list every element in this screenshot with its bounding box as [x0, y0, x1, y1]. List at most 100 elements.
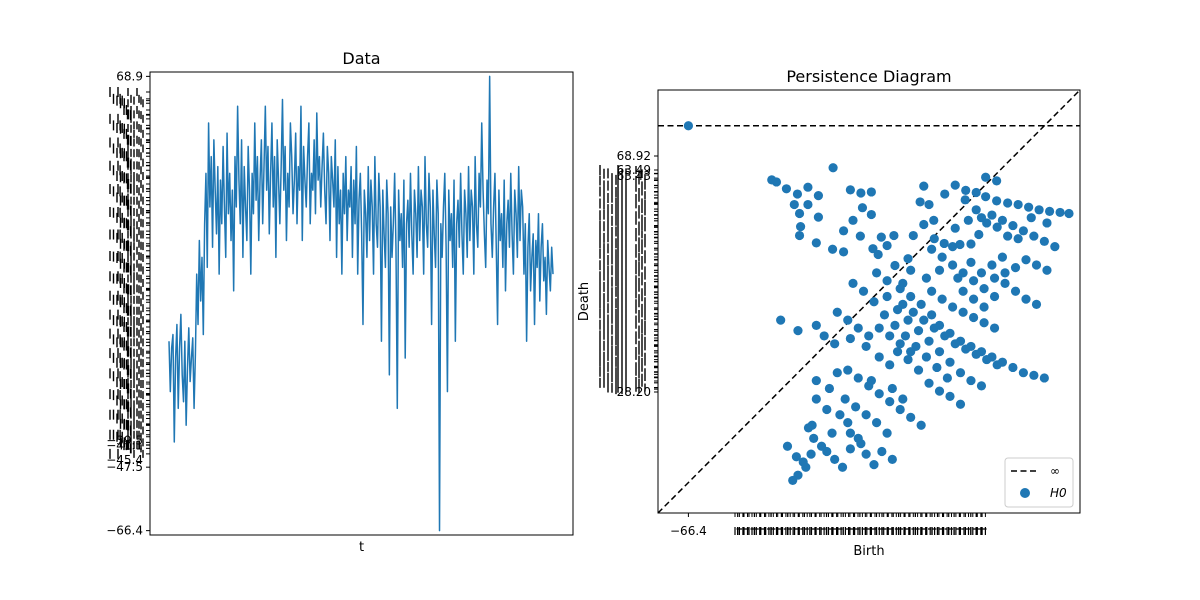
h0-point	[814, 191, 823, 200]
h0-point	[822, 447, 831, 456]
h0-point	[906, 347, 915, 356]
h0-point	[851, 402, 860, 411]
h0-point	[987, 210, 996, 219]
h0-point	[930, 323, 939, 332]
h0-point	[1000, 279, 1009, 288]
h0-point	[930, 234, 939, 243]
h0-point	[806, 450, 815, 459]
h0-point	[896, 339, 905, 348]
h0-point	[812, 376, 821, 385]
h0-point	[961, 195, 970, 204]
h0-point	[869, 460, 878, 469]
h0-point	[843, 316, 852, 325]
h0-point	[1045, 207, 1054, 216]
h0-point	[1019, 226, 1028, 235]
h0-point	[841, 394, 850, 403]
h0-point	[940, 189, 949, 198]
h0-point	[809, 434, 818, 443]
h0-point	[938, 253, 947, 262]
h0-point	[966, 239, 975, 248]
h0-point	[885, 397, 894, 406]
dense-tick-marks	[654, 170, 658, 389]
death-axis-label: Death	[577, 282, 592, 321]
h0-point	[827, 429, 836, 438]
h0-point	[808, 421, 817, 430]
h0-point	[948, 302, 957, 311]
h0-point	[903, 355, 912, 364]
h0-point	[896, 284, 905, 293]
h0-point	[922, 352, 931, 361]
h0-point	[874, 250, 883, 259]
h0-point	[932, 363, 941, 372]
h0-point	[969, 295, 978, 304]
h0-point	[1003, 198, 1012, 207]
h0-point	[977, 213, 986, 222]
h0-point	[854, 434, 863, 443]
h0-point	[914, 365, 923, 374]
h0-point	[909, 308, 918, 317]
h0-point	[867, 187, 876, 196]
h0-point	[833, 368, 842, 377]
h0-point	[969, 313, 978, 322]
h0-point	[888, 384, 897, 393]
h0-point	[1035, 205, 1044, 214]
h0-point	[1032, 300, 1041, 309]
h0-point	[943, 373, 952, 382]
h0-point	[803, 200, 812, 209]
h0-point	[927, 310, 936, 319]
h0-point	[945, 358, 954, 367]
h0-point	[776, 316, 785, 325]
data-chart-title: Data	[342, 49, 380, 68]
y-tick-label: 63.43	[617, 169, 651, 183]
h0-point	[812, 321, 821, 330]
h0-point	[959, 268, 968, 277]
h0-point	[982, 355, 991, 364]
h0-point	[919, 316, 928, 325]
h0-point	[979, 318, 988, 327]
legend-h0-swatch	[1020, 488, 1030, 498]
h0-point	[940, 331, 949, 340]
h0-point	[882, 292, 891, 301]
h0-point	[793, 326, 802, 335]
h0-point	[903, 316, 912, 325]
h0-point	[872, 418, 881, 427]
h0-point	[890, 321, 899, 330]
h0-point	[880, 310, 889, 319]
h0-point	[951, 181, 960, 190]
h0-point	[924, 200, 933, 209]
h0-point	[961, 344, 970, 353]
h0-point	[799, 457, 808, 466]
h0-point	[981, 173, 990, 182]
h0-point	[893, 347, 902, 356]
h0-point	[882, 429, 891, 438]
h0-point	[1008, 221, 1017, 230]
h0-point	[862, 450, 871, 459]
h0-point	[856, 188, 865, 197]
h0-point	[940, 239, 949, 248]
h0-point	[889, 231, 898, 240]
h0-point	[795, 209, 804, 218]
h0-point	[987, 260, 996, 269]
h0-point	[981, 192, 990, 201]
h0-point	[1029, 231, 1038, 240]
h0-point	[979, 284, 988, 293]
h0-point	[903, 254, 912, 263]
h0-point	[885, 331, 894, 340]
h0-point	[935, 386, 944, 395]
h0-point	[955, 240, 964, 249]
h0-point	[872, 268, 881, 277]
h0-point	[990, 274, 999, 283]
h0-point	[992, 196, 1001, 205]
h0-point	[812, 394, 821, 403]
h0-point	[990, 323, 999, 332]
h0-point	[977, 268, 986, 277]
h0-point	[979, 302, 988, 311]
y-tick-label: −66.4	[106, 524, 143, 538]
h0-point	[830, 455, 839, 464]
y-tick-label: 28.20	[617, 385, 651, 399]
h0-point	[839, 247, 848, 256]
h0-point	[966, 258, 975, 267]
h0-point	[956, 400, 965, 409]
h0-point	[992, 176, 1001, 185]
